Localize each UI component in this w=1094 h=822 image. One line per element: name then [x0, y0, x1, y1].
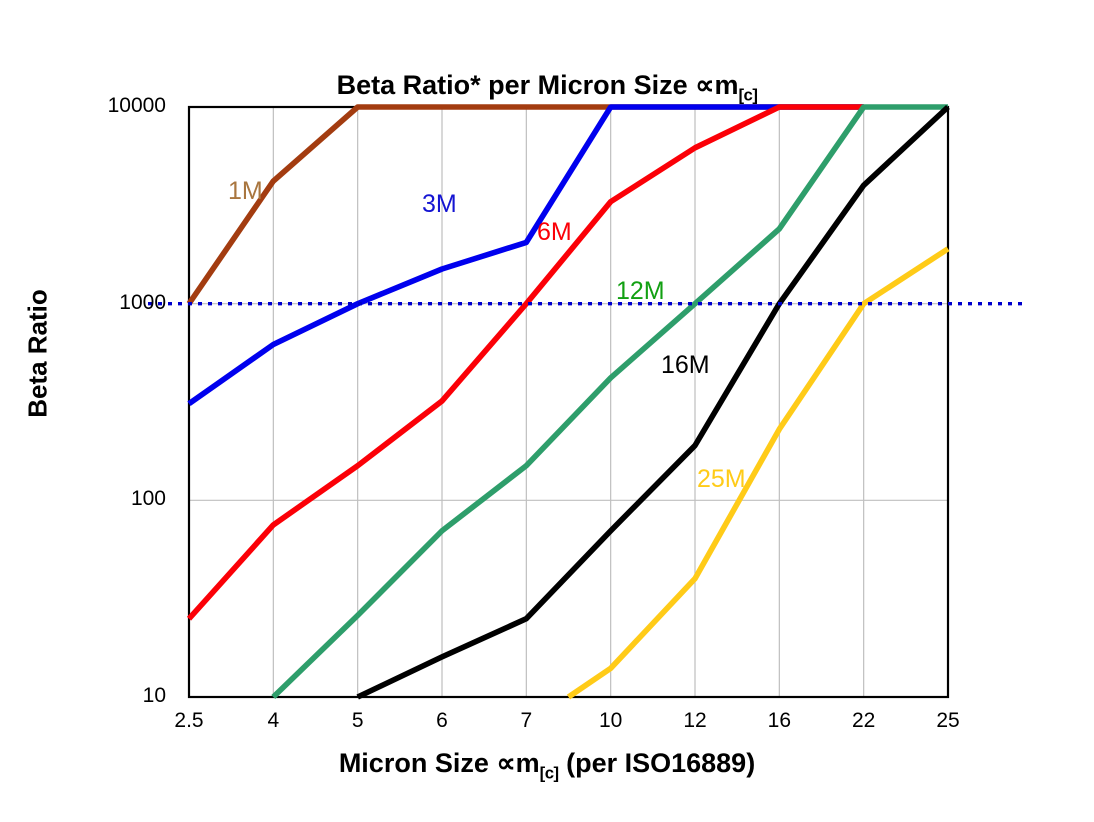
x-tick-label: 16 — [767, 709, 791, 732]
vertical-gridlines — [188, 107, 949, 697]
y-tick-label: 10 — [142, 684, 166, 707]
x-tick-label: 5 — [351, 709, 364, 732]
chart-title-symbol: ∝m — [695, 70, 739, 100]
y-tick-label: 100 — [130, 487, 166, 511]
series-line-25m — [566, 246, 950, 700]
x-tick-label: 2.5 — [174, 709, 204, 732]
x-tick-label: 25 — [936, 709, 960, 732]
series-label-6m: 6M — [537, 218, 572, 246]
series-line-3m — [187, 104, 864, 406]
x-tick-label: 22 — [851, 709, 876, 732]
x-axis-title-trail: (per ISO16889) — [558, 748, 756, 778]
x-tick-label: 4 — [267, 709, 280, 732]
series-line-16m — [356, 104, 950, 700]
chart-title: Beta Ratio* per Micron Size ∝m[c] — [0, 70, 1094, 105]
x-tick-label: 10 — [598, 709, 623, 732]
series-label-1m: 1M — [228, 177, 263, 205]
series-label-12m: 12M — [616, 277, 665, 305]
x-axis-title-subscript: [c] — [539, 763, 559, 783]
plot-border — [187, 105, 950, 699]
x-axis-title-lead: Micron Size — [338, 748, 497, 778]
chart-title-main: Beta Ratio* per Micron Size — [336, 70, 696, 100]
series-lines — [186, 104, 950, 700]
series-label-3m: 3M — [422, 190, 457, 218]
x-tick-label: 12 — [683, 709, 707, 732]
y-tick-label: 1000 — [119, 290, 166, 314]
x-tick-label: 6 — [436, 709, 448, 732]
y-tick-label: 10000 — [107, 94, 166, 117]
series-line-6m — [186, 104, 864, 621]
x-axis-title: Micron Size ∝m[c] (per ISO16889) — [0, 748, 1094, 783]
x-axis-title-symbol: ∝m — [496, 748, 540, 778]
x-tick-label: 7 — [520, 709, 533, 732]
series-label-25m: 25M — [697, 465, 746, 493]
chart-title-subscript: [c] — [738, 85, 758, 105]
series-line-12m — [271, 104, 948, 700]
series-label-16m: 16M — [661, 351, 710, 379]
